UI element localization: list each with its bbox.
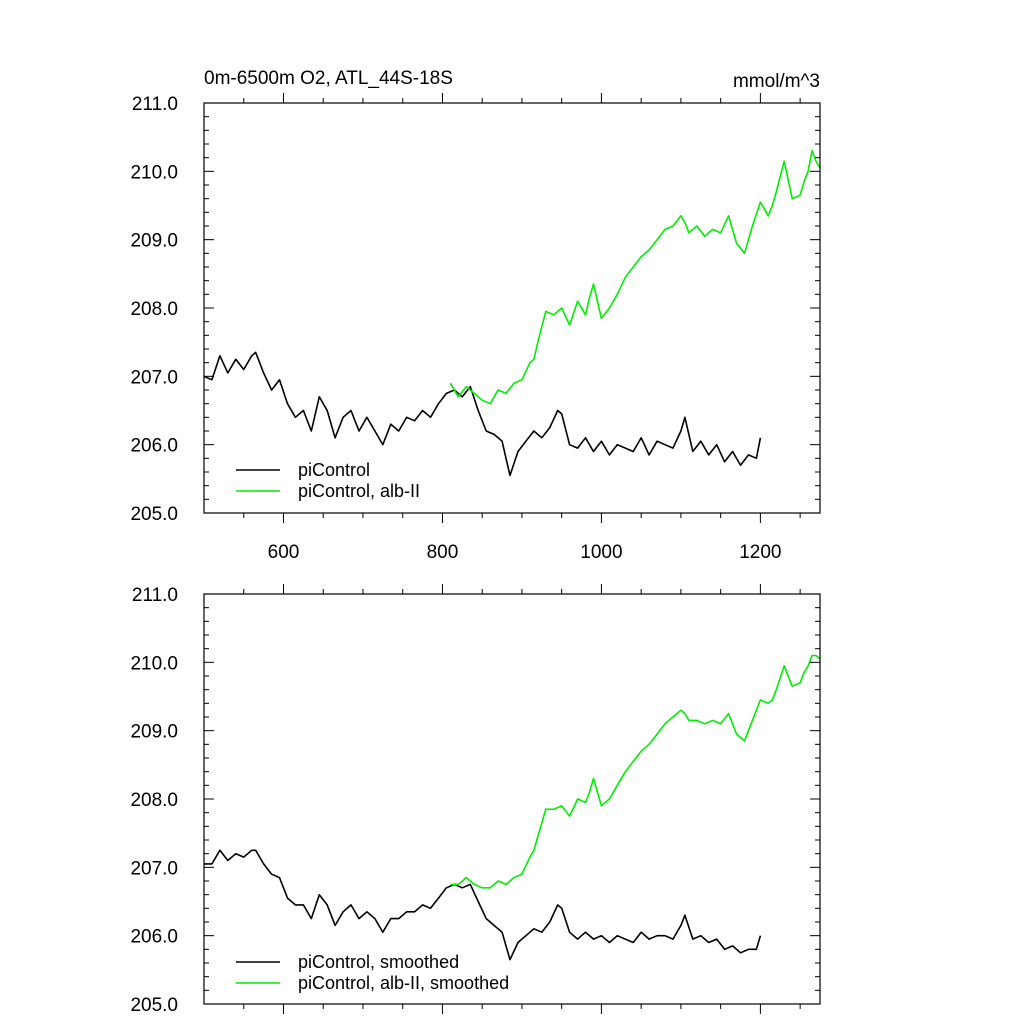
top-panel-units: mmol/m^3	[733, 71, 820, 92]
top-panel-line-picontrol	[203, 351, 762, 477]
top-panel-ytick-label: 211.0	[132, 94, 178, 115]
top-panel-xtick-label: 600	[268, 542, 300, 563]
top-panel-ytick-label: 206.0	[130, 436, 178, 457]
top-panel-title: 0m-6500m O2, ATL_44S-18S	[204, 68, 453, 89]
top-panel-legend: piControl piControl, alb-II	[236, 460, 420, 501]
bottom-panel-line-picontrol-alb-ii-smoothed	[450, 654, 821, 889]
bottom-panel-ticks-layer: 205.0 206.0 207.0 208.0 209.0 210.0 211.0	[130, 584, 820, 1016]
bottom-panel-ytick-label: 209.0	[130, 722, 178, 743]
top-panel-xtick-label: 800	[427, 542, 459, 563]
top-panel-xtick-label: 1000	[580, 542, 622, 563]
top-panel-ytick-label: 207.0	[130, 367, 178, 388]
legend-label-picontrol-smoothed: piControl, smoothed	[298, 952, 459, 972]
bottom-panel-ytick-label: 211.0	[132, 585, 178, 606]
top-panel-ytick-label: 209.0	[130, 231, 178, 252]
bottom-panel: 205.0 206.0 207.0 208.0 209.0 210.0 211.0 piCo…	[130, 584, 821, 1016]
legend-label-picontrol-alb-ii-smoothed: piControl, alb-II, smoothed	[298, 973, 509, 993]
top-panel-xtick-label: 1200	[739, 542, 781, 563]
top-panel-frame	[203, 102, 821, 514]
top-panel-ytick-label: 208.0	[130, 299, 178, 320]
legend-label-picontrol-alb-ii: piControl, alb-II	[298, 481, 420, 501]
top-panel-line-picontrol-alb-ii	[449, 150, 821, 405]
bottom-panel-ytick-label: 207.0	[130, 858, 178, 879]
bottom-panel-ytick-label: 208.0	[130, 790, 178, 811]
bottom-panel-legend: piControl, smoothed piControl, alb-II, s…	[236, 952, 509, 993]
legend-label-picontrol: piControl	[298, 460, 370, 480]
bottom-panel-frame	[203, 593, 821, 1005]
bottom-panel-ytick-label: 206.0	[130, 927, 178, 948]
bottom-panel-ytick-label: 210.0	[130, 653, 178, 674]
bottom-panel-line-picontrol-smoothed	[204, 849, 762, 961]
top-panel-ticks-layer: 205.0 206.0 207.0 208.0 209.0 210.0 211.0 600 80…	[130, 93, 820, 563]
top-panel-ytick-label: 205.0	[130, 504, 178, 525]
top-panel-ytick-label: 210.0	[130, 162, 178, 183]
bottom-panel-series-layer	[204, 654, 821, 961]
top-panel: 0m-6500m O2, ATL_44S-18S mmol/m^3 205.02…	[130, 68, 821, 563]
top-panel-series-layer	[203, 150, 821, 477]
bottom-panel-ytick-label: 205.0	[130, 995, 178, 1016]
